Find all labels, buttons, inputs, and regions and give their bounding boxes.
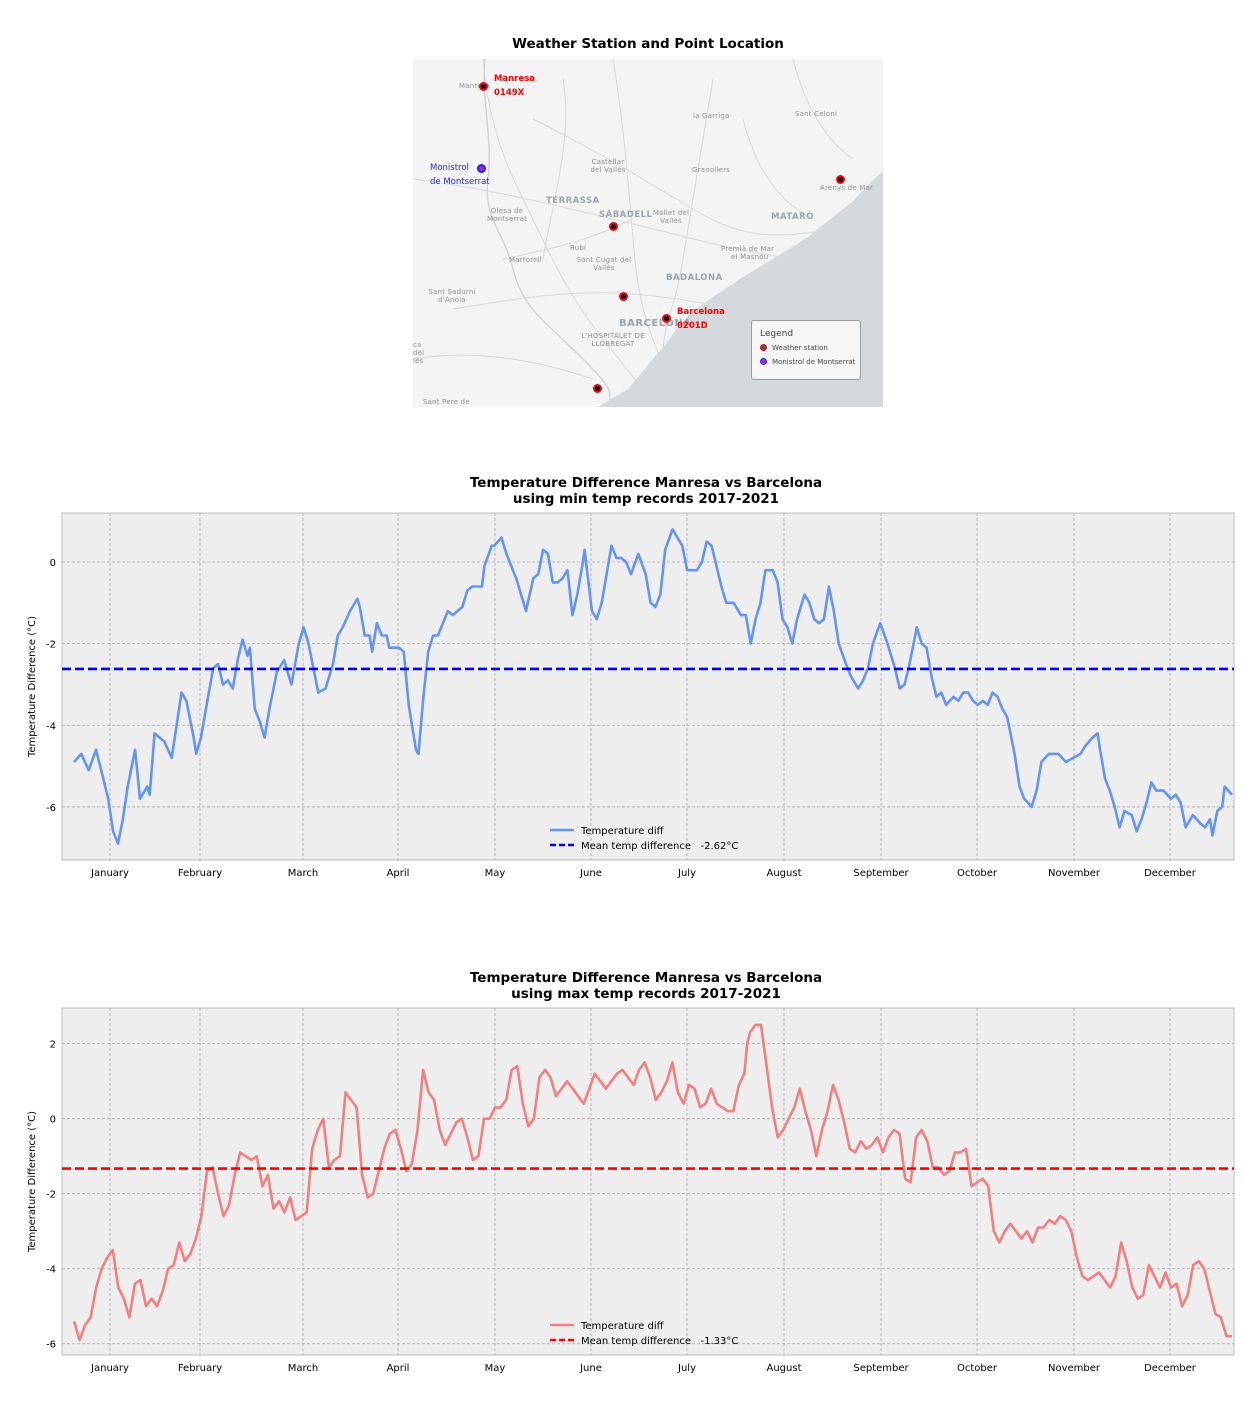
y-tick-label: -4 bbox=[46, 1265, 56, 1276]
place-label: Arenys de Mar bbox=[820, 184, 874, 192]
x-tick-label: July bbox=[677, 868, 696, 879]
x-tick-label: September bbox=[853, 868, 909, 879]
temperature-diff-line bbox=[73, 528, 1233, 845]
x-tick-label: September bbox=[853, 1363, 909, 1374]
map-legend-title: Legend bbox=[760, 329, 794, 339]
min-temp-chart: Temperature Difference Manresa vs Barcel… bbox=[27, 475, 1235, 879]
y-tick-label: 2 bbox=[50, 1040, 56, 1051]
monistrol-label-line2: de Montserrat bbox=[430, 177, 490, 187]
x-tick-label: January bbox=[90, 1363, 129, 1374]
place-label: Mollet del Vallès bbox=[652, 209, 690, 225]
map-legend-item: Monistrol de Montserrat bbox=[772, 358, 856, 366]
x-tick-label: March bbox=[288, 1363, 318, 1374]
place-label: L'HOSPITALET DE LLOBREGAT bbox=[581, 332, 645, 348]
y-tick-label: -6 bbox=[46, 803, 56, 814]
barcelona-name-label: Barcelona bbox=[677, 307, 725, 317]
place-label: Olesa de Montserrat bbox=[486, 207, 528, 223]
y-tick-label: 0 bbox=[50, 1115, 56, 1126]
place-label: ca del lès bbox=[413, 341, 425, 365]
map-title: Weather Station and Point Location bbox=[512, 36, 784, 52]
plot-area bbox=[61, 1007, 1235, 1356]
place-label: Sant Cugat del Vallès bbox=[576, 256, 632, 272]
x-tick-label: March bbox=[288, 868, 318, 879]
legend-entry: Mean temp difference -1.33°C bbox=[581, 1336, 738, 1347]
place-label: SABADELL bbox=[599, 210, 653, 220]
x-tick-label: May bbox=[485, 868, 506, 879]
place-label: el Masnou bbox=[731, 253, 769, 261]
y-axis-label: Temperature Difference (°C) bbox=[27, 1111, 38, 1253]
map-legend-item: Weather station bbox=[772, 344, 828, 352]
y-tick-label: 0 bbox=[50, 558, 56, 569]
manresa-name-label: Manresa bbox=[494, 74, 535, 84]
place-label: MATARÓ bbox=[771, 212, 814, 222]
x-tick-label: October bbox=[957, 868, 998, 879]
legend-entry: Temperature diff bbox=[580, 1321, 665, 1332]
map[interactable]: Manresa la Garriga Sant Celoni Castellar… bbox=[413, 59, 883, 407]
x-tick-label: November bbox=[1048, 868, 1101, 879]
x-tick-label: May bbox=[485, 1363, 506, 1374]
chart-title: using min temp records 2017-2021 bbox=[513, 491, 779, 507]
station-marker[interactable] bbox=[835, 174, 845, 184]
temperature-diff-line bbox=[72, 1023, 1232, 1342]
place-label: BADALONA bbox=[666, 273, 723, 283]
x-tick-label: July bbox=[677, 1363, 696, 1374]
chart-title: using max temp records 2017-2021 bbox=[511, 986, 781, 1002]
manresa-code-label: 0149X bbox=[494, 88, 525, 98]
place-label: Sant Sadurní d'Anoia bbox=[428, 288, 476, 304]
place-label: Manresa bbox=[459, 82, 491, 90]
station-marker[interactable] bbox=[592, 383, 602, 393]
legend-point-icon bbox=[760, 358, 767, 365]
x-tick-label: February bbox=[178, 868, 222, 879]
station-marker-manresa[interactable] bbox=[478, 81, 488, 91]
x-tick-label: January bbox=[90, 868, 129, 879]
y-tick-label: -4 bbox=[46, 721, 56, 732]
chart-title: Temperature Difference Manresa vs Barcel… bbox=[470, 970, 822, 986]
map-legend: Legend Weather station Monistrol de Mont… bbox=[751, 320, 861, 380]
legend-entry: Temperature diff bbox=[580, 826, 665, 837]
barcelona-code-label: 0201D bbox=[677, 321, 708, 331]
legend-station-icon bbox=[760, 344, 767, 351]
x-tick-label: October bbox=[957, 1363, 998, 1374]
x-tick-label: August bbox=[767, 868, 802, 879]
x-tick-label: November bbox=[1048, 1363, 1101, 1374]
x-tick-label: April bbox=[387, 1363, 410, 1374]
chart-title: Temperature Difference Manresa vs Barcel… bbox=[470, 475, 822, 491]
place-label: Martorell bbox=[509, 256, 542, 264]
place-label: Premià de Mar bbox=[721, 245, 775, 253]
station-marker-barcelona[interactable] bbox=[661, 313, 671, 323]
y-tick-label: -2 bbox=[46, 1190, 56, 1201]
place-label: BARCELONA bbox=[619, 318, 692, 329]
y-tick-label: -6 bbox=[46, 1340, 56, 1351]
place-label: Rubí bbox=[570, 244, 587, 252]
place-label: la Garriga bbox=[693, 112, 730, 120]
max-temp-chart: Temperature Difference Manresa vs Barcel… bbox=[27, 970, 1235, 1374]
place-label: Castellar del Vallès bbox=[590, 158, 626, 174]
y-axis-label: Temperature Difference (°C) bbox=[27, 616, 38, 758]
x-tick-label: June bbox=[579, 868, 602, 879]
monistrol-label-line1: Monistrol bbox=[430, 163, 469, 173]
x-tick-label: December bbox=[1144, 1363, 1197, 1374]
place-label: TERRASSA bbox=[546, 196, 600, 206]
station-marker[interactable] bbox=[618, 291, 628, 301]
legend-entry: Mean temp difference -2.62°C bbox=[581, 841, 738, 852]
place-label: Sant Pere de bbox=[423, 398, 470, 406]
x-tick-label: April bbox=[387, 868, 410, 879]
x-tick-label: December bbox=[1144, 868, 1197, 879]
x-tick-label: August bbox=[767, 1363, 802, 1374]
place-label: Sant Celoni bbox=[795, 110, 838, 118]
station-marker[interactable] bbox=[608, 221, 618, 231]
x-tick-label: June bbox=[579, 1363, 602, 1374]
x-tick-label: February bbox=[178, 1363, 222, 1374]
place-label: Granollers bbox=[692, 166, 731, 174]
monistrol-point-marker[interactable] bbox=[476, 163, 486, 173]
y-tick-label: -2 bbox=[46, 640, 56, 651]
plot-area bbox=[61, 512, 1235, 861]
